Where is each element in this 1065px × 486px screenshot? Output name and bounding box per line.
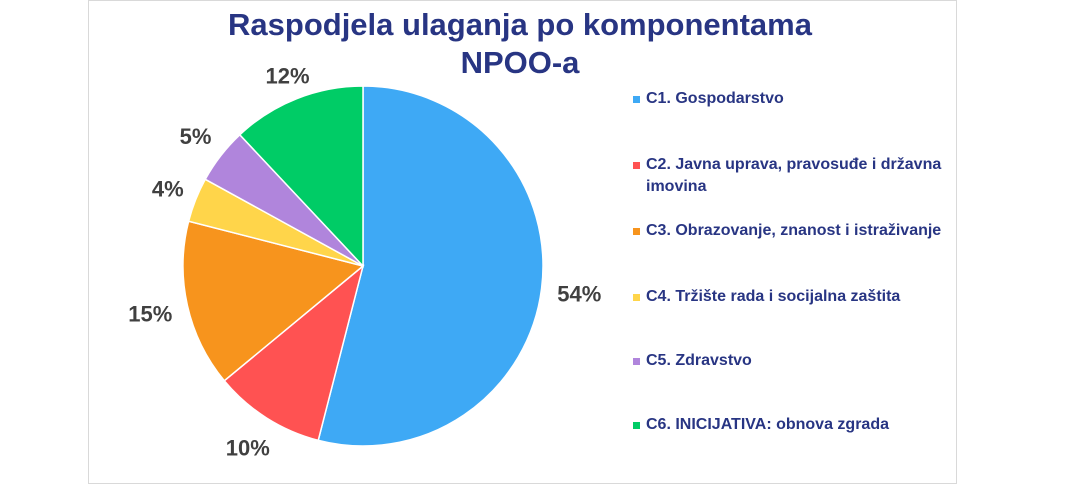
slice-label-1: 54% — [557, 281, 601, 306]
chart-title-line-1: Raspodjela ulaganja po komponentama — [228, 7, 812, 42]
legend-label: C5. Zdravstvo — [646, 352, 752, 369]
legend-item-3: C3. Obrazovanje, znanost i istraživanje — [633, 220, 963, 242]
legend-swatch — [633, 228, 640, 235]
legend-label: C4. Tržište rada i socijalna zaštita — [646, 288, 901, 305]
legend-item-5: C5. Zdravstvo — [633, 350, 963, 372]
legend-item-2: C2. Javna uprava, pravosuđe i državna im… — [633, 154, 963, 198]
pie-slice-6 — [238, 85, 364, 268]
slice-label-4: 4% — [152, 177, 184, 202]
legend-swatch — [633, 294, 640, 301]
legend-item-1: C1. Gospodarstvo — [633, 88, 963, 110]
legend-swatch — [633, 358, 640, 365]
slice-label-3: 15% — [128, 302, 172, 327]
pie-slice-3 — [182, 220, 365, 382]
slice-label-6: 12% — [266, 63, 310, 88]
legend-label: C3. Obrazovanje, znanost i istraživanje — [646, 222, 942, 239]
pie-slice-1 — [317, 85, 544, 447]
pie-slice-2 — [223, 263, 365, 442]
slice-label-2: 10% — [226, 436, 270, 461]
legend-item-6: C6. INICIJATIVA: obnova zgrada — [633, 414, 963, 436]
legend-item-4: C4. Tržište rada i socijalna zaštita — [633, 286, 963, 308]
slice-label-5: 5% — [180, 124, 212, 149]
legend-label: C6. INICIJATIVA: obnova zgrada — [646, 416, 889, 433]
legend-swatch — [633, 162, 640, 169]
chart-title-line-2: NPOO-a — [460, 45, 580, 80]
legend-label: C2. Javna uprava, pravosuđe i državna im… — [646, 156, 942, 195]
legend-swatch — [633, 96, 640, 103]
legend-swatch — [633, 422, 640, 429]
legend-label: C1. Gospodarstvo — [646, 90, 784, 107]
chart-title: Raspodjela ulaganja po komponentama NPOO… — [130, 6, 910, 82]
